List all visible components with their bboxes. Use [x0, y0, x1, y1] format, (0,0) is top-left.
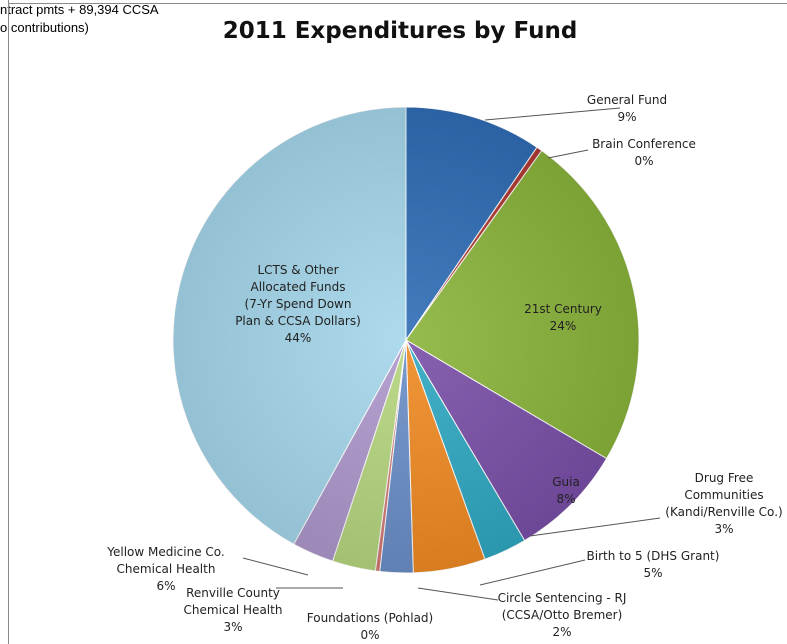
slice-label-6: Birth to 5 (DHS Grant) 5% — [587, 549, 720, 580]
pie-shading — [173, 107, 639, 573]
leader-line-5 — [529, 517, 661, 537]
leader-line-7 — [417, 587, 499, 601]
leader-line-1 — [484, 107, 621, 121]
slice-label-2: Brain Conference 0% — [592, 137, 696, 168]
cell-border-horizontal — [8, 3, 787, 4]
slice-label-3: 21st Century 24% — [524, 302, 602, 333]
cell-border-vertical — [8, 0, 9, 644]
slice-label-10: Yellow Medicine Co. Chemical Health 6% — [106, 545, 225, 593]
leader-line-6 — [479, 559, 586, 586]
corner-note-line-1: ntract pmts + 89,394 CCSA — [0, 2, 159, 17]
slice-label-4: Guia 8% — [552, 475, 580, 506]
leader-line-2 — [547, 149, 589, 159]
leader-line-10 — [242, 557, 309, 576]
slice-label-9: Renville County Chemical Health 3% — [184, 586, 283, 634]
corner-note-line-2: o contributions) — [0, 20, 89, 35]
slice-label-1: General Fund 9% — [587, 93, 667, 124]
slice-label-5: Drug Free Communities (Kandi/Renville Co.)… — [665, 471, 782, 536]
slice-label-11: LCTS & Other Allocated Funds (7-Yr Spend D… — [235, 263, 361, 345]
chart-title: 2011 Expenditures by Fund — [222, 18, 578, 44]
slice-label-7: Circle Sentencing - RJ (CCSA/Otto Bremer)… — [498, 591, 627, 639]
slice-label-8: Foundations (Pohlad) 0% — [307, 611, 433, 642]
